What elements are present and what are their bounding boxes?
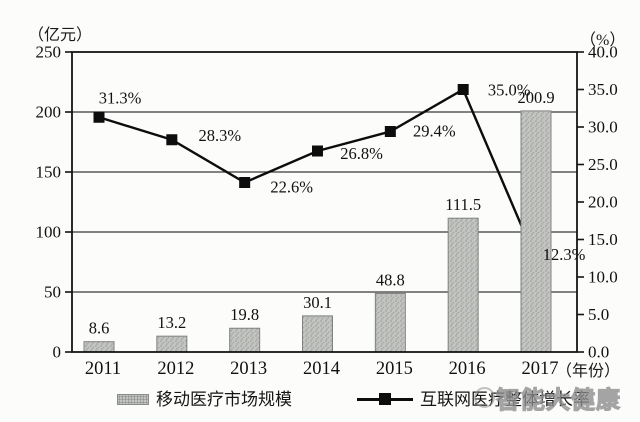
- x-axis-label-2015: 2015: [376, 359, 413, 379]
- bar-2015: [374, 292, 406, 353]
- right-axis-tick-label: 10.0: [588, 268, 618, 287]
- legend-line-label: 互联网医疗整体增长率: [420, 390, 590, 409]
- left-axis-tick-label: 200: [36, 103, 62, 122]
- bar-2013: [229, 327, 261, 353]
- x-axis-unit-label: （年份）: [556, 363, 621, 380]
- legend-bar-label: 移动医疗市场规模: [156, 390, 292, 409]
- line-marker-2011: [93, 111, 105, 123]
- right-axis-tick-label: 30.0: [588, 118, 618, 137]
- bar-2011: [83, 341, 115, 353]
- bar-2012: [156, 335, 188, 353]
- x-axis-label-2013: 2013: [230, 359, 267, 379]
- left-axis-tick-label: 150: [36, 163, 62, 182]
- left-axis-tick-label: 50: [44, 283, 61, 302]
- left-axis-unit-label: （亿元）: [28, 27, 93, 44]
- watermark-text: 智能大健康: [495, 386, 621, 414]
- bar-2017: [520, 110, 552, 353]
- bar-2016: [447, 217, 479, 353]
- line-series-marker-icon: [357, 392, 413, 406]
- line-marker-2016: [457, 84, 469, 95]
- left-axis-tick-label: 250: [36, 43, 62, 62]
- x-axis-label-2011: 2011: [85, 359, 121, 379]
- line-value-label-2011: 31.3%: [99, 88, 142, 107]
- bar-series-swatch-icon: [117, 393, 149, 405]
- line-marker-2013: [239, 177, 251, 188]
- right-axis-tick-label: 40.0: [588, 43, 618, 62]
- right-axis-tick-label: 0.0: [588, 343, 609, 362]
- right-axis-tick-label: 35.0: [588, 80, 618, 99]
- legend: 移动医疗市场规模 互联网医疗整体增长率: [0, 381, 640, 411]
- line-value-label-2014: 26.8%: [340, 144, 383, 163]
- left-axis-tick-label: 0: [53, 343, 62, 362]
- legend-item-bar-series: 移动医疗市场规模: [117, 385, 292, 410]
- right-axis-unit-label: （%）: [580, 32, 626, 49]
- line-value-label-2016: 35.0%: [488, 81, 531, 100]
- bar-value-label-2017: 200.9: [517, 88, 554, 107]
- line-value-label-2012: 28.3%: [199, 126, 242, 145]
- bar-value-label-2015: 48.8: [376, 270, 405, 289]
- line-value-label-2017: 12.3%: [543, 245, 586, 264]
- right-axis-tick-label: 15.0: [588, 230, 618, 249]
- x-axis-label-2017: 2017: [522, 359, 559, 379]
- x-axis-label-2014: 2014: [303, 359, 340, 379]
- line-marker-2012: [166, 134, 178, 146]
- line-marker-2015: [384, 126, 396, 137]
- bar-value-label-2013: 19.8: [230, 305, 259, 324]
- bar-value-label-2016: 111.5: [445, 195, 481, 214]
- legend-item-line-series: 互联网医疗整体增长率: [357, 385, 590, 410]
- line-marker-2014: [312, 145, 323, 157]
- right-axis-tick-label: 20.0: [588, 193, 618, 212]
- bar-value-label-2014: 30.1: [303, 293, 332, 312]
- right-axis-tick-label: 25.0: [588, 155, 618, 174]
- bar-value-label-2011: 8.6: [89, 319, 110, 338]
- left-axis-tick-label: 100: [36, 223, 62, 242]
- line-value-label-2013: 22.6%: [270, 178, 313, 197]
- bar-2014: [302, 315, 333, 353]
- right-axis-tick-label: 5.0: [588, 305, 609, 324]
- x-axis-label-2016: 2016: [449, 359, 486, 379]
- x-axis-label-2012: 2012: [157, 359, 194, 379]
- line-value-label-2015: 29.4%: [413, 122, 456, 141]
- watermark-circle-icon: [474, 387, 495, 408]
- bar-value-label-2012: 13.2: [157, 313, 186, 332]
